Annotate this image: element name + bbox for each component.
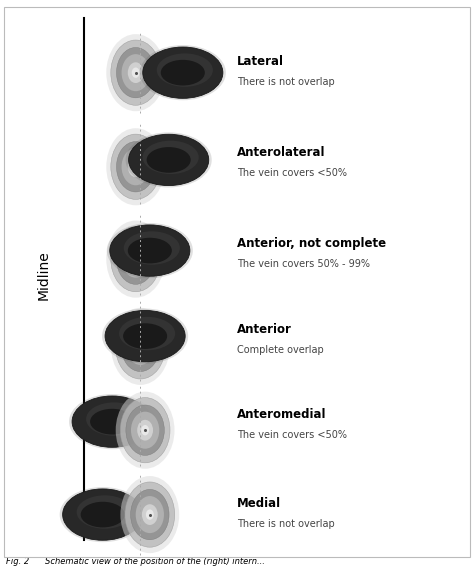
Ellipse shape bbox=[146, 147, 191, 172]
Text: The vein covers 50% - 99%: The vein covers 50% - 99% bbox=[237, 259, 370, 269]
Ellipse shape bbox=[161, 60, 205, 85]
Ellipse shape bbox=[132, 254, 140, 264]
Ellipse shape bbox=[106, 221, 165, 298]
Ellipse shape bbox=[124, 231, 180, 265]
Ellipse shape bbox=[126, 328, 155, 365]
Text: Complete overlap: Complete overlap bbox=[237, 345, 324, 355]
Ellipse shape bbox=[131, 411, 159, 449]
Ellipse shape bbox=[116, 392, 174, 469]
Ellipse shape bbox=[117, 234, 155, 284]
Ellipse shape bbox=[120, 476, 179, 553]
Ellipse shape bbox=[142, 504, 158, 525]
Ellipse shape bbox=[132, 68, 140, 78]
Ellipse shape bbox=[111, 134, 161, 199]
Ellipse shape bbox=[143, 47, 223, 99]
Ellipse shape bbox=[81, 502, 125, 527]
Text: Anterior, not complete: Anterior, not complete bbox=[237, 237, 386, 250]
Ellipse shape bbox=[116, 314, 165, 379]
Ellipse shape bbox=[119, 317, 175, 350]
Ellipse shape bbox=[128, 62, 144, 83]
Ellipse shape bbox=[128, 156, 144, 177]
Ellipse shape bbox=[128, 249, 144, 269]
Text: Lateral: Lateral bbox=[237, 55, 284, 68]
Text: Midline: Midline bbox=[37, 250, 51, 300]
Ellipse shape bbox=[72, 396, 152, 448]
Ellipse shape bbox=[106, 128, 165, 205]
Ellipse shape bbox=[136, 496, 164, 533]
Text: Anterolateral: Anterolateral bbox=[237, 146, 326, 159]
Ellipse shape bbox=[141, 425, 149, 435]
Ellipse shape bbox=[90, 409, 134, 434]
Ellipse shape bbox=[121, 148, 150, 185]
Text: Fig. 2      Schematic view of the position of the (right) intern...: Fig. 2 Schematic view of the position of… bbox=[6, 557, 265, 566]
Text: There is not overlap: There is not overlap bbox=[237, 519, 335, 529]
Ellipse shape bbox=[126, 132, 212, 187]
Ellipse shape bbox=[143, 140, 199, 174]
Ellipse shape bbox=[137, 420, 153, 441]
Ellipse shape bbox=[106, 34, 165, 111]
Ellipse shape bbox=[72, 396, 152, 448]
Ellipse shape bbox=[128, 238, 172, 264]
Ellipse shape bbox=[111, 226, 161, 292]
Ellipse shape bbox=[110, 225, 190, 276]
Ellipse shape bbox=[77, 495, 133, 529]
Ellipse shape bbox=[140, 45, 226, 100]
Ellipse shape bbox=[123, 323, 167, 349]
Ellipse shape bbox=[121, 54, 150, 91]
Ellipse shape bbox=[117, 142, 155, 192]
Ellipse shape bbox=[128, 134, 209, 186]
Text: The vein covers <50%: The vein covers <50% bbox=[237, 168, 347, 178]
Text: The vein covers <50%: The vein covers <50% bbox=[237, 430, 347, 440]
Ellipse shape bbox=[137, 341, 145, 352]
Ellipse shape bbox=[120, 398, 170, 463]
Ellipse shape bbox=[86, 402, 142, 435]
Text: Anteromedial: Anteromedial bbox=[237, 409, 327, 421]
Ellipse shape bbox=[132, 162, 140, 172]
Ellipse shape bbox=[110, 225, 190, 276]
Ellipse shape bbox=[105, 311, 185, 362]
Ellipse shape bbox=[63, 489, 143, 540]
Ellipse shape bbox=[117, 48, 155, 98]
Text: There is not overlap: There is not overlap bbox=[237, 77, 335, 87]
Ellipse shape bbox=[132, 336, 148, 357]
Ellipse shape bbox=[111, 308, 170, 385]
Ellipse shape bbox=[157, 53, 213, 87]
Ellipse shape bbox=[143, 47, 223, 99]
Ellipse shape bbox=[63, 489, 143, 540]
Ellipse shape bbox=[107, 223, 193, 278]
Ellipse shape bbox=[105, 311, 185, 362]
Ellipse shape bbox=[125, 482, 175, 547]
Ellipse shape bbox=[102, 308, 188, 364]
Text: Anterior: Anterior bbox=[237, 323, 292, 336]
Ellipse shape bbox=[146, 509, 154, 520]
Text: Medial: Medial bbox=[237, 497, 281, 510]
Ellipse shape bbox=[69, 394, 155, 449]
Ellipse shape bbox=[131, 489, 169, 540]
Ellipse shape bbox=[60, 487, 146, 542]
Ellipse shape bbox=[121, 241, 150, 278]
Ellipse shape bbox=[121, 321, 160, 371]
Ellipse shape bbox=[128, 134, 209, 186]
Ellipse shape bbox=[111, 40, 161, 105]
Ellipse shape bbox=[126, 405, 164, 456]
